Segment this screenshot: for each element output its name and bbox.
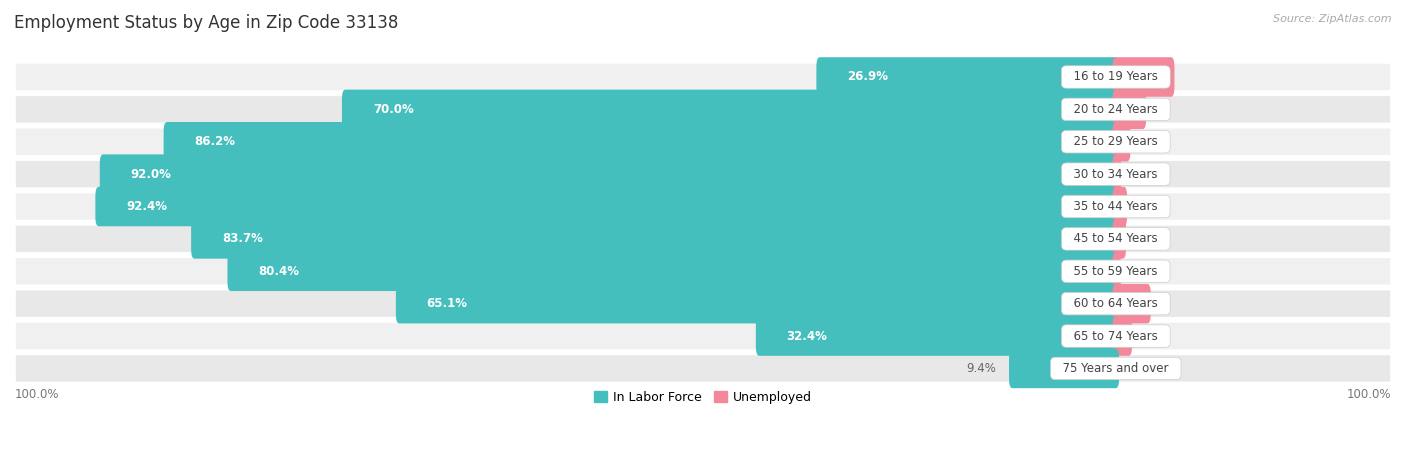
FancyBboxPatch shape [1112,122,1130,161]
FancyBboxPatch shape [1112,90,1146,129]
FancyBboxPatch shape [342,90,1119,129]
FancyBboxPatch shape [15,160,1391,189]
Text: 4.7%: 4.7% [1135,330,1166,343]
Text: 100.0%: 100.0% [15,388,59,401]
Text: Employment Status by Age in Zip Code 33138: Employment Status by Age in Zip Code 331… [14,14,398,32]
FancyBboxPatch shape [15,354,1391,383]
FancyBboxPatch shape [15,322,1391,350]
FancyBboxPatch shape [1112,284,1150,323]
FancyBboxPatch shape [100,154,1119,194]
Text: Source: ZipAtlas.com: Source: ZipAtlas.com [1274,14,1392,23]
Text: 25 to 29 Years: 25 to 29 Years [1066,135,1166,148]
Text: 55 to 59 Years: 55 to 59 Years [1066,265,1166,278]
Text: 32.4%: 32.4% [787,330,828,343]
FancyBboxPatch shape [15,128,1391,156]
FancyBboxPatch shape [96,187,1119,226]
FancyBboxPatch shape [15,225,1391,253]
FancyBboxPatch shape [228,252,1119,291]
FancyBboxPatch shape [15,290,1391,318]
Text: 60 to 64 Years: 60 to 64 Years [1066,297,1166,310]
Text: 4.1%: 4.1% [1133,135,1164,148]
Text: 2.9%: 2.9% [1130,200,1160,213]
Text: 26.9%: 26.9% [848,70,889,83]
FancyBboxPatch shape [396,284,1119,323]
Text: 75 Years and over: 75 Years and over [1056,362,1177,375]
Text: 86.2%: 86.2% [194,135,235,148]
FancyBboxPatch shape [1112,316,1132,356]
FancyBboxPatch shape [191,219,1119,259]
Text: 92.0%: 92.0% [131,168,172,181]
FancyBboxPatch shape [1112,187,1128,226]
Text: 45 to 54 Years: 45 to 54 Years [1066,232,1166,245]
Text: 83.7%: 83.7% [222,232,263,245]
Text: 65 to 74 Years: 65 to 74 Years [1066,330,1166,343]
FancyBboxPatch shape [1112,154,1121,194]
Text: 0.6%: 0.6% [1123,265,1154,278]
Text: 20 to 24 Years: 20 to 24 Years [1066,103,1166,116]
Text: 9.8%: 9.8% [1112,103,1146,116]
FancyBboxPatch shape [756,316,1119,356]
FancyBboxPatch shape [817,57,1119,97]
FancyBboxPatch shape [15,257,1391,285]
Text: 30 to 34 Years: 30 to 34 Years [1066,168,1166,181]
Text: 80.4%: 80.4% [259,265,299,278]
FancyBboxPatch shape [15,63,1391,91]
Text: 20.1%: 20.1% [1123,70,1164,83]
Text: 65.1%: 65.1% [426,297,468,310]
Text: 92.4%: 92.4% [127,200,167,213]
Text: 2.5%: 2.5% [1129,232,1159,245]
FancyBboxPatch shape [1010,349,1119,388]
Text: 9.4%: 9.4% [966,362,995,375]
Text: 70.0%: 70.0% [373,103,413,116]
Text: 11.5%: 11.5% [1111,297,1152,310]
FancyBboxPatch shape [1112,219,1126,259]
Text: 100.0%: 100.0% [1347,388,1391,401]
Text: 35 to 44 Years: 35 to 44 Years [1066,200,1166,213]
FancyBboxPatch shape [15,95,1391,124]
Text: 0.7%: 0.7% [1125,168,1154,181]
FancyBboxPatch shape [1112,57,1174,97]
Text: 16 to 19 Years: 16 to 19 Years [1066,70,1166,83]
FancyBboxPatch shape [163,122,1119,161]
FancyBboxPatch shape [15,192,1391,221]
FancyBboxPatch shape [1112,252,1121,291]
Legend: In Labor Force, Unemployed: In Labor Force, Unemployed [589,386,817,409]
Text: 0.0%: 0.0% [1122,362,1152,375]
